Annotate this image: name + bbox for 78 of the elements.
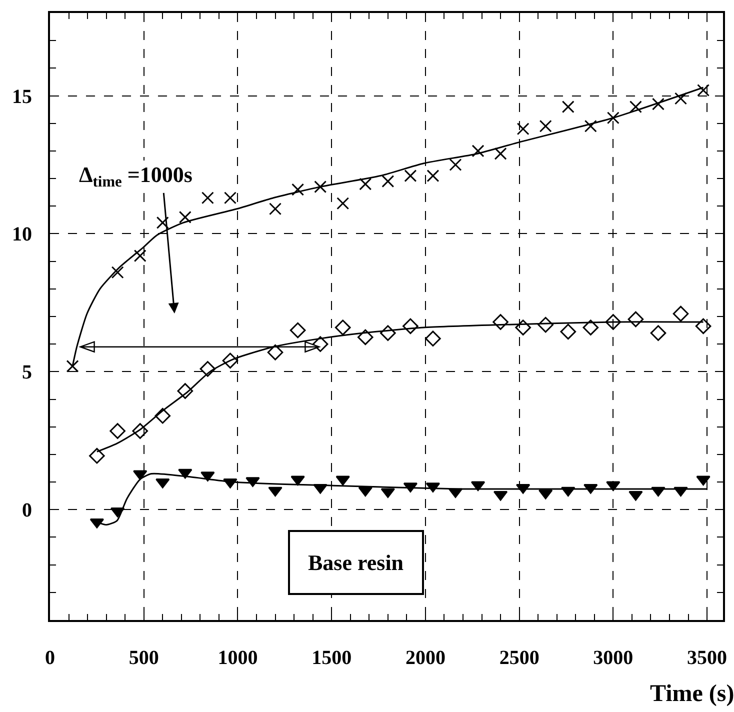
point [132,423,148,439]
x-tick-label: 1500 [312,647,352,669]
y-tick-label: 0 [22,500,32,522]
point [494,147,507,160]
point [134,250,146,262]
x-axis-title: Time (s) [650,681,734,707]
point [178,210,192,224]
point [269,202,282,216]
x-tick-label: 3000 [593,647,634,669]
point [695,318,712,334]
point [312,336,328,352]
point [111,266,124,279]
x-tick-label: 1000 [218,647,258,669]
point [402,318,418,334]
point [336,197,350,210]
point [449,158,462,171]
point [156,216,169,229]
point [222,352,238,369]
point [404,170,417,182]
point [560,324,576,340]
x-tick-label: 2000 [405,647,446,669]
point [382,175,394,188]
point [605,314,622,330]
x-tick-label: 500 [128,647,159,669]
point [267,344,284,360]
x-tick-label: 2500 [499,647,540,669]
point [584,120,597,132]
point [334,320,351,336]
point [425,330,441,346]
x-tick-label: 0 [45,647,55,669]
point [606,481,620,492]
point [133,470,148,480]
point [696,476,710,486]
point [606,112,620,124]
y-tick-label: 5 [22,362,32,384]
point [672,306,689,322]
point [89,448,105,464]
point [357,329,374,346]
point [200,361,216,377]
point [674,92,688,105]
point [515,320,531,336]
point [628,490,643,501]
point [201,192,214,204]
point [380,325,396,341]
point [290,476,305,486]
point [292,183,304,196]
point [336,476,350,486]
point [582,320,599,336]
annotation: Δ$_{time}$ =1000s [79,162,193,191]
point [538,316,554,333]
point [177,383,194,399]
point [66,360,79,372]
point [358,486,372,497]
point [178,468,192,479]
point [472,144,484,158]
point [697,84,710,96]
point [470,481,486,492]
point [628,311,644,328]
point [154,408,171,424]
point [650,325,666,341]
point [359,178,372,190]
point [314,180,327,194]
point [492,314,508,330]
point [493,490,508,501]
point [290,322,306,338]
y-tick-label: 10 [12,224,32,246]
point [224,192,236,204]
point [562,100,574,114]
point [426,170,440,182]
point [516,122,530,136]
point [539,120,552,132]
annotation: Base resin [308,550,404,575]
point [110,423,126,439]
point [629,100,642,114]
y-tick-label: 15 [12,86,32,108]
point [652,98,664,110]
x-tick-label: 3500 [687,647,728,669]
point [268,486,282,497]
